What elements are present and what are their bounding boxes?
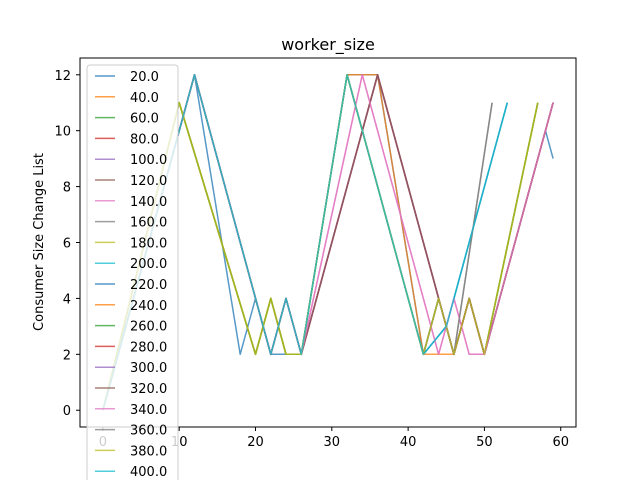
legend-entry-label: 140.0 xyxy=(130,195,167,210)
x-tick-label: 50 xyxy=(476,435,493,450)
legend-entry-label: 400.0 xyxy=(130,465,167,480)
legend-entry-label: 300.0 xyxy=(130,361,167,376)
y-tick-label: 12 xyxy=(54,69,71,84)
legend-entry-label: 240.0 xyxy=(130,299,167,314)
legend-entry-label: 20.0 xyxy=(130,70,159,85)
legend-entry-label: 320.0 xyxy=(130,382,167,397)
y-axis-ticks: 0 2 4 6 8 10 12 xyxy=(54,69,80,419)
legend-entry-label: 280.0 xyxy=(130,340,167,355)
x-tick-label: 60 xyxy=(552,435,569,450)
chart-title: worker_size xyxy=(281,35,375,55)
y-tick-label: 2 xyxy=(63,348,71,363)
legend-entry-label: 100.0 xyxy=(130,153,167,168)
y-tick-label: 8 xyxy=(63,181,71,196)
legend-entry-label: 120.0 xyxy=(130,174,167,189)
y-tick-label: 10 xyxy=(54,125,71,140)
legend-box xyxy=(86,64,179,480)
legend-entry-label: 360.0 xyxy=(130,424,167,439)
legend-entry-label: 200.0 xyxy=(130,257,167,272)
series-line-19 xyxy=(102,74,509,411)
legend-entry-label: 220.0 xyxy=(130,278,167,293)
legend-entry-label: 380.0 xyxy=(130,444,167,459)
y-tick-label: 4 xyxy=(63,292,71,307)
legend: 20.0 40.0 60.0 80.0 100.0 120.0 140.0 160.0 180.… xyxy=(86,64,179,480)
legend-entry-label: 80.0 xyxy=(130,132,159,147)
y-axis-label: Consumer Size Change List xyxy=(32,153,47,331)
x-tick-label: 20 xyxy=(247,435,264,450)
legend-entry-label: 340.0 xyxy=(130,403,167,418)
legend-entry-label: 160.0 xyxy=(130,216,167,231)
x-tick-label: 30 xyxy=(324,435,341,450)
series-lines xyxy=(102,74,554,411)
legend-entry-label: 40.0 xyxy=(130,91,159,106)
legend-entry-label: 60.0 xyxy=(130,112,159,127)
legend-entry-label: 260.0 xyxy=(130,320,167,335)
legend-entry-label: 180.0 xyxy=(130,236,167,251)
y-tick-label: 6 xyxy=(63,237,71,252)
y-tick-label: 0 xyxy=(63,404,71,419)
x-tick-label: 40 xyxy=(400,435,417,450)
